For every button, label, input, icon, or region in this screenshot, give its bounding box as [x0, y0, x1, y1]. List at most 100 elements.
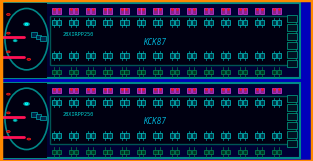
Bar [272, 20, 276, 25]
Bar [120, 150, 124, 154]
Bar [287, 33, 297, 40]
Bar [192, 20, 196, 25]
Bar [40, 36, 46, 41]
Bar [187, 53, 192, 58]
Bar [124, 20, 129, 25]
Bar [187, 20, 192, 25]
Circle shape [24, 103, 29, 105]
Bar [153, 70, 157, 74]
Bar [287, 113, 297, 120]
Bar [136, 100, 141, 105]
Bar [209, 100, 213, 105]
Bar [192, 88, 196, 93]
Bar [272, 53, 276, 58]
Bar [69, 150, 73, 154]
Bar [170, 53, 174, 58]
Bar [277, 150, 281, 154]
Bar [243, 100, 247, 105]
Bar [272, 150, 276, 154]
Bar [243, 8, 247, 14]
Bar [272, 133, 276, 137]
Bar [287, 104, 297, 111]
Bar [57, 133, 61, 137]
Bar [238, 133, 242, 137]
Bar [141, 133, 146, 137]
Bar [175, 20, 179, 25]
Text: 28XIRPP250: 28XIRPP250 [62, 32, 94, 37]
Bar [170, 8, 174, 14]
Bar [86, 88, 90, 93]
Bar [90, 133, 95, 137]
Bar [90, 88, 95, 93]
Bar [170, 150, 174, 154]
Bar [57, 88, 61, 93]
Bar [69, 8, 73, 14]
Circle shape [24, 23, 29, 26]
Bar [221, 8, 225, 14]
Bar [52, 70, 56, 74]
Bar [74, 20, 78, 25]
Bar [107, 133, 111, 137]
Text: KCK87: KCK87 [143, 117, 167, 126]
Bar [260, 150, 264, 154]
Bar [103, 20, 107, 25]
Bar [187, 70, 192, 74]
Bar [204, 8, 208, 14]
Bar [86, 20, 90, 25]
Bar [187, 150, 192, 154]
Bar [141, 70, 146, 74]
Bar [204, 70, 208, 74]
Bar [86, 8, 90, 14]
Bar [221, 53, 225, 58]
Bar [74, 150, 78, 154]
Bar [255, 100, 259, 105]
Bar [124, 8, 129, 14]
Bar [209, 20, 213, 25]
Bar [204, 88, 208, 93]
Bar [158, 8, 162, 14]
Bar [2, 83, 47, 158]
Bar [158, 133, 162, 137]
Bar [50, 96, 296, 144]
Bar [243, 70, 247, 74]
Bar [272, 88, 276, 93]
Bar [40, 116, 46, 120]
Bar [52, 53, 56, 58]
Bar [187, 133, 192, 137]
Bar [74, 53, 78, 58]
Bar [209, 88, 213, 93]
Bar [124, 53, 129, 58]
Bar [255, 88, 259, 93]
Bar [57, 53, 61, 58]
Bar [103, 100, 107, 105]
Bar [287, 140, 297, 147]
Circle shape [27, 138, 31, 140]
Bar [226, 8, 230, 14]
Bar [175, 133, 179, 137]
Bar [136, 133, 141, 137]
Bar [153, 20, 157, 25]
Bar [124, 70, 129, 74]
Circle shape [7, 14, 10, 15]
Bar [107, 88, 111, 93]
Bar [221, 88, 225, 93]
Bar [287, 24, 297, 31]
Bar [153, 133, 157, 137]
Bar [170, 70, 174, 74]
Bar [50, 16, 296, 65]
Bar [86, 70, 90, 74]
Bar [226, 133, 230, 137]
Bar [153, 8, 157, 14]
Bar [158, 88, 162, 93]
Bar [57, 150, 61, 154]
Bar [2, 83, 300, 158]
Circle shape [7, 93, 10, 95]
Bar [74, 8, 78, 14]
Bar [69, 70, 73, 74]
Bar [103, 150, 107, 154]
Bar [107, 70, 111, 74]
Bar [287, 131, 297, 137]
Bar [260, 100, 264, 105]
Bar [260, 8, 264, 14]
Bar [209, 133, 213, 137]
